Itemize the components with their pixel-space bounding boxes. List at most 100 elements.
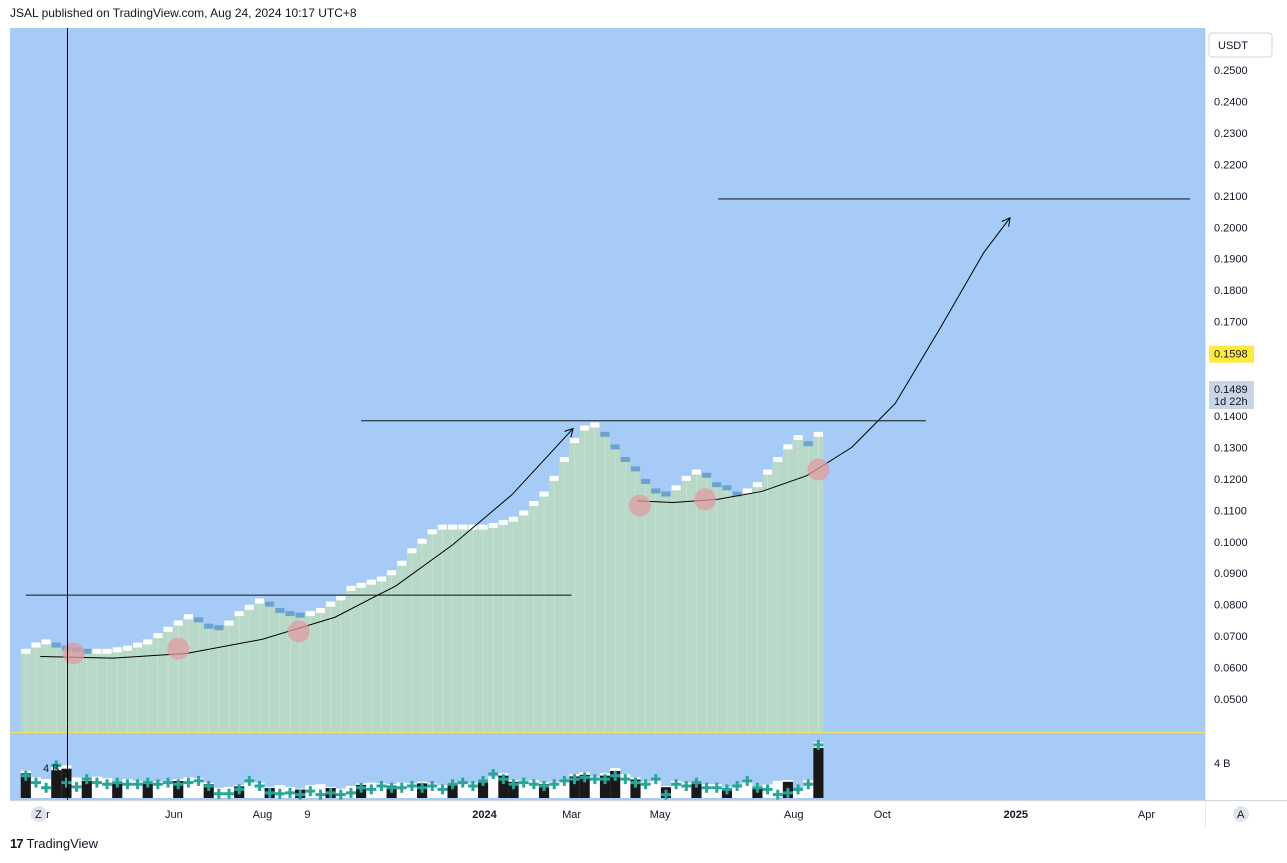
volume-bar — [691, 783, 702, 798]
auto-scale-button-label: A — [1237, 809, 1245, 821]
circle-marker — [287, 620, 310, 643]
volume-plus-marker — [30, 777, 41, 788]
volume-bar — [51, 770, 62, 798]
up-step — [407, 548, 417, 554]
countdown-time: 1d 22h — [1214, 396, 1248, 408]
volume-plus-marker — [386, 782, 397, 793]
price-layer — [20, 198, 1190, 732]
up-step — [143, 639, 153, 645]
volume-bar — [20, 773, 31, 798]
volume-plus-marker — [417, 782, 428, 793]
down-step — [275, 607, 285, 613]
volume-plus-marker — [488, 769, 499, 779]
volume-plus-marker — [600, 774, 610, 785]
time-tick-label: 9 — [304, 809, 310, 821]
down-step — [651, 488, 661, 494]
down-step — [51, 642, 61, 648]
volume-plus-marker — [508, 779, 519, 790]
up-step — [387, 570, 397, 576]
volume-plus-marker — [478, 775, 489, 786]
volume-plus-marker — [620, 774, 631, 785]
up-step — [783, 444, 793, 450]
price-tick-label: 0.2400 — [1214, 96, 1248, 108]
volume-plus-marker — [711, 782, 722, 793]
up-step — [519, 510, 529, 516]
volume-bar — [112, 782, 123, 798]
up-step — [366, 579, 376, 585]
volume-plus-marker — [285, 787, 295, 798]
circle-marker — [694, 488, 717, 511]
volume-plus-marker — [234, 784, 245, 795]
currency-button[interactable]: USDT — [1208, 32, 1273, 58]
up-step — [691, 469, 702, 475]
up-step — [742, 488, 752, 494]
right-arrow-head — [1001, 216, 1011, 227]
up-step — [346, 585, 356, 591]
circle-marker — [62, 642, 85, 665]
volume-bar — [599, 775, 611, 798]
volume-plus-marker — [173, 779, 184, 790]
up-step — [539, 491, 549, 497]
volume-plus-marker — [305, 786, 316, 797]
up-step — [448, 524, 458, 530]
time-tick-label: May — [650, 809, 671, 821]
price-tick-label: 0.2300 — [1214, 128, 1248, 140]
down-step — [82, 648, 92, 654]
up-step — [590, 422, 600, 428]
up-step — [773, 456, 783, 462]
volume-plus-marker — [447, 779, 458, 790]
up-step — [529, 501, 539, 507]
volume-plus-marker — [61, 777, 72, 788]
up-step — [133, 642, 143, 648]
volume-plus-marker — [549, 779, 560, 790]
down-step — [712, 482, 722, 488]
volume-plus-marker — [427, 781, 438, 791]
price-tick-label: 0.2000 — [1214, 222, 1248, 234]
volume-bar — [447, 784, 458, 798]
volume-bar — [203, 784, 214, 798]
left-arrow-head — [564, 427, 574, 438]
down-step — [722, 485, 732, 491]
volume-bar — [813, 747, 824, 798]
auto-scale-button[interactable]: A — [1233, 806, 1249, 822]
volume-plus-marker — [528, 779, 539, 790]
price-tick-label: 0.0500 — [1214, 694, 1248, 706]
price-axis[interactable]: 0.2500 0.2400 0.2300 0.2200 0.2100 0.2000 0.19… — [1214, 65, 1248, 706]
countdown-badge: 0.1489 1d 22h — [1209, 381, 1254, 409]
up-step — [793, 434, 803, 440]
volume-bar — [579, 774, 590, 798]
up-step — [315, 607, 326, 613]
down-step — [193, 617, 204, 623]
time-tick-label: 2025 — [1004, 809, 1028, 821]
zoom-button[interactable]: Z — [31, 806, 47, 822]
volume-plus-marker — [660, 789, 671, 800]
volume-bar — [81, 781, 92, 798]
zoom-button-label: Z — [35, 809, 42, 821]
volume-plus-marker — [589, 774, 600, 785]
volume-plus-marker — [81, 774, 92, 785]
volume-plus-marker — [650, 774, 661, 785]
volume-bar — [569, 776, 580, 798]
volume-plus-marker — [91, 777, 102, 788]
down-step — [661, 491, 671, 497]
volume-plus-marker — [457, 777, 468, 788]
price-tick-label: 0.2500 — [1214, 65, 1248, 77]
volume-plus-marker — [295, 789, 306, 800]
price-tick-label: 0.0900 — [1214, 568, 1248, 580]
volume-plus-marker — [732, 781, 743, 791]
price-tick-label: 0.2200 — [1214, 159, 1248, 171]
up-step — [488, 523, 498, 529]
time-axis[interactable]: MarJunAug92024MarMayAugOct2025Apr — [31, 809, 1155, 821]
volume-plus-marker — [762, 784, 773, 795]
volume-plus-marker — [51, 760, 62, 771]
volume-plus-marker — [163, 777, 174, 788]
volume-plus-marker — [539, 781, 550, 791]
up-step — [763, 469, 773, 475]
volume-plus-marker — [183, 777, 194, 788]
volume-bar — [538, 784, 550, 798]
price-tick-label: 0.1800 — [1214, 285, 1248, 297]
up-step — [580, 425, 590, 431]
price-tick-label: 0.1900 — [1214, 254, 1248, 266]
up-step — [173, 620, 183, 626]
